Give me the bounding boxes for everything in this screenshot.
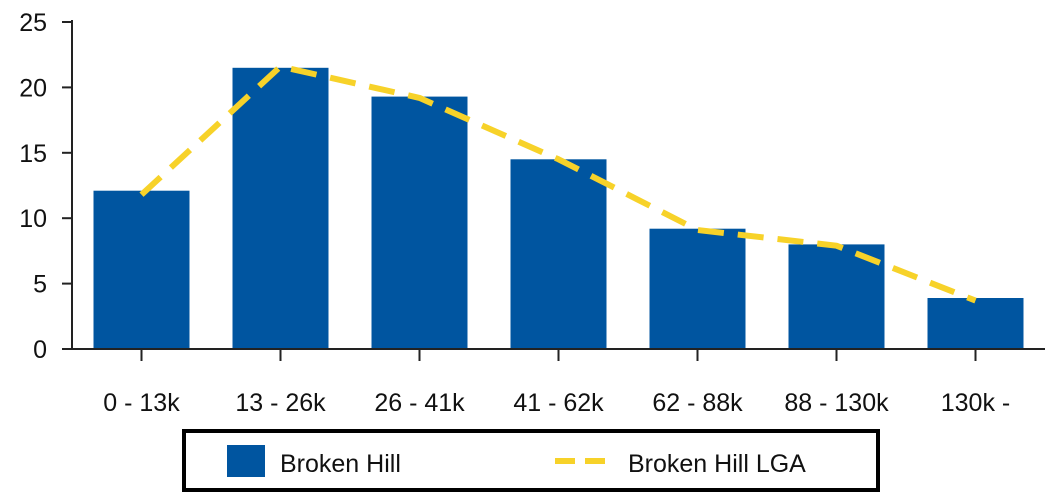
x-tick-label-5: 88 - 130k	[784, 389, 889, 417]
x-tick-label-2: 26 - 41k	[374, 389, 465, 417]
y-tick-label-25: 25	[19, 9, 47, 37]
bar-1	[232, 67, 329, 350]
line-layer	[139, 63, 977, 304]
bar-2	[371, 96, 468, 349]
x-tick-label-3: 41 - 62k	[513, 389, 604, 417]
y-tick-label-10: 10	[19, 205, 47, 233]
bar-4	[649, 228, 746, 349]
x-tick-label-4: 62 - 88k	[652, 389, 743, 417]
bars-layer	[93, 67, 1024, 350]
x-tick-label-0: 0 - 13k	[103, 389, 180, 417]
y-tick-label-0: 0	[33, 336, 47, 364]
axes-layer: 0 5 10 15 20 25 0 - 13k 13 - 26k 26 - 41k 41 - 62…	[19, 9, 1045, 417]
line-series-broken-hill-lga	[139, 63, 977, 304]
legend: Broken Hill Broken Hill LGA	[182, 429, 880, 492]
bar-6	[927, 298, 1024, 349]
y-tick-label-5: 5	[33, 271, 47, 299]
x-tick-label-1: 13 - 26k	[235, 389, 326, 417]
legend-box	[182, 429, 880, 492]
legend-label-line: Broken Hill LGA	[628, 450, 806, 478]
legend-swatch-bar	[227, 445, 265, 477]
bar-3	[510, 159, 607, 349]
bar-5	[788, 244, 885, 349]
x-tick-label-6: 130k -	[941, 389, 1010, 417]
legend-label-bar: Broken Hill	[280, 450, 401, 478]
bar-0	[93, 190, 190, 349]
y-tick-label-15: 15	[19, 140, 47, 168]
y-tick-label-20: 20	[19, 74, 47, 102]
